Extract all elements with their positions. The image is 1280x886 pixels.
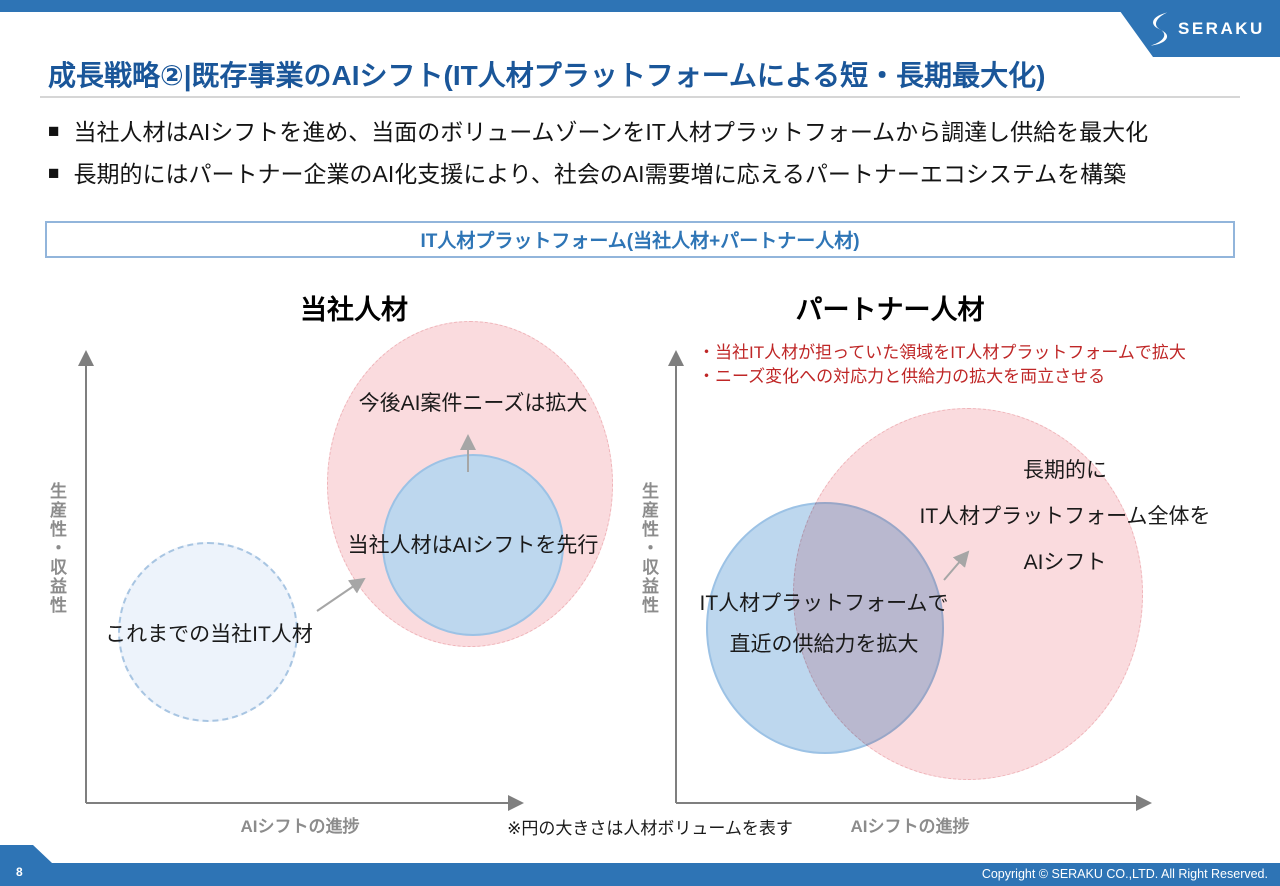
top-accent-bar xyxy=(0,0,1280,12)
right-blue-circle-line1: IT人材プラットフォームで xyxy=(699,592,949,615)
left-dashed-circle-label: これまでの当社IT人材 xyxy=(105,623,313,646)
bullet-square-marker: ■ xyxy=(48,163,60,184)
title-divider xyxy=(40,96,1240,98)
left-blue-circle xyxy=(382,454,564,636)
bullet-item: ■ 当社人材はAIシフトを進め、当面のボリュームゾーンをIT人材プラットフォーム… xyxy=(48,116,1248,148)
right-pink-circle-line3: AIシフト xyxy=(1023,551,1107,574)
circle-size-note: ※円の大きさは人材ボリュームを表す xyxy=(507,819,793,838)
left-y-axis-label: 生産性・収益性 xyxy=(47,482,66,615)
left-x-axis-label: AIシフトの進捗 xyxy=(240,817,360,836)
bullet-item: ■ 長期的にはパートナー企業のAI化支援により、社会のAI需要増に応えるパートナ… xyxy=(48,158,1248,190)
bullet-text: 当社人材はAIシフトを進め、当面のボリュームゾーンをIT人材プラットフォームから… xyxy=(73,119,1149,145)
right-red-points: ・当社IT人材が担っていた領域をIT人材プラットフォームで拡大 ・ニーズ変化への… xyxy=(698,341,1186,389)
right-pink-circle-line1: 長期的に xyxy=(1023,459,1107,482)
right-red-point-1: ・当社IT人材が担っていた領域をIT人材プラットフォームで拡大 xyxy=(698,343,1186,362)
bullet-square-marker: ■ xyxy=(48,121,60,142)
seraku-s-icon xyxy=(1150,12,1168,46)
right-red-point-2: ・ニーズ変化への対応力と供給力の拡大を両立させる xyxy=(698,367,1106,386)
right-y-axis-label: 生産性・収益性 xyxy=(639,482,658,615)
right-pink-circle-line2: IT人材プラットフォーム全体を xyxy=(919,505,1211,528)
platform-banner-label: IT人材プラットフォーム(当社人材+パートナー人材) xyxy=(420,231,860,252)
page-number: 8 xyxy=(16,865,23,879)
page-title: 成長戦略②|既存事業のAIシフト(IT人材プラットフォームによる短・長期最大化) xyxy=(48,60,1046,91)
seraku-logo-text: SERAKU xyxy=(1178,19,1265,38)
platform-banner-box: IT人材プラットフォーム(当社人材+パートナー人材) xyxy=(45,221,1235,258)
footer-bar: 8 Copyright © SERAKU CO.,LTD. All Right … xyxy=(0,845,1280,886)
right-blue-circle-line2: 直近の供給力を拡大 xyxy=(729,633,919,656)
left-blue-circle-label: 当社人材はAIシフトを先行 xyxy=(347,534,599,557)
copyright-text: Copyright © SERAKU CO.,LTD. All Right Re… xyxy=(981,867,1268,881)
left-panel-title: 当社人材 xyxy=(300,295,408,325)
bullet-text: 長期的にはパートナー企業のAI化支援により、社会のAI需要増に応えるパートナーエ… xyxy=(73,161,1127,187)
right-x-axis-label: AIシフトの進捗 xyxy=(850,817,970,836)
left-dashed-circle xyxy=(118,542,298,722)
right-blue-circle-label: IT人材プラットフォームで 直近の供給力を拡大 xyxy=(694,583,954,665)
right-panel-title: パートナー人材 xyxy=(795,295,985,325)
right-blue-circle xyxy=(706,502,944,754)
left-pink-circle-label: 今後AI案件ニーズは拡大 xyxy=(358,392,588,415)
right-pink-circle-label: 長期的に IT人材プラットフォーム全体を AIシフト xyxy=(915,448,1215,586)
seraku-logo-box: SERAKU xyxy=(1112,0,1280,57)
